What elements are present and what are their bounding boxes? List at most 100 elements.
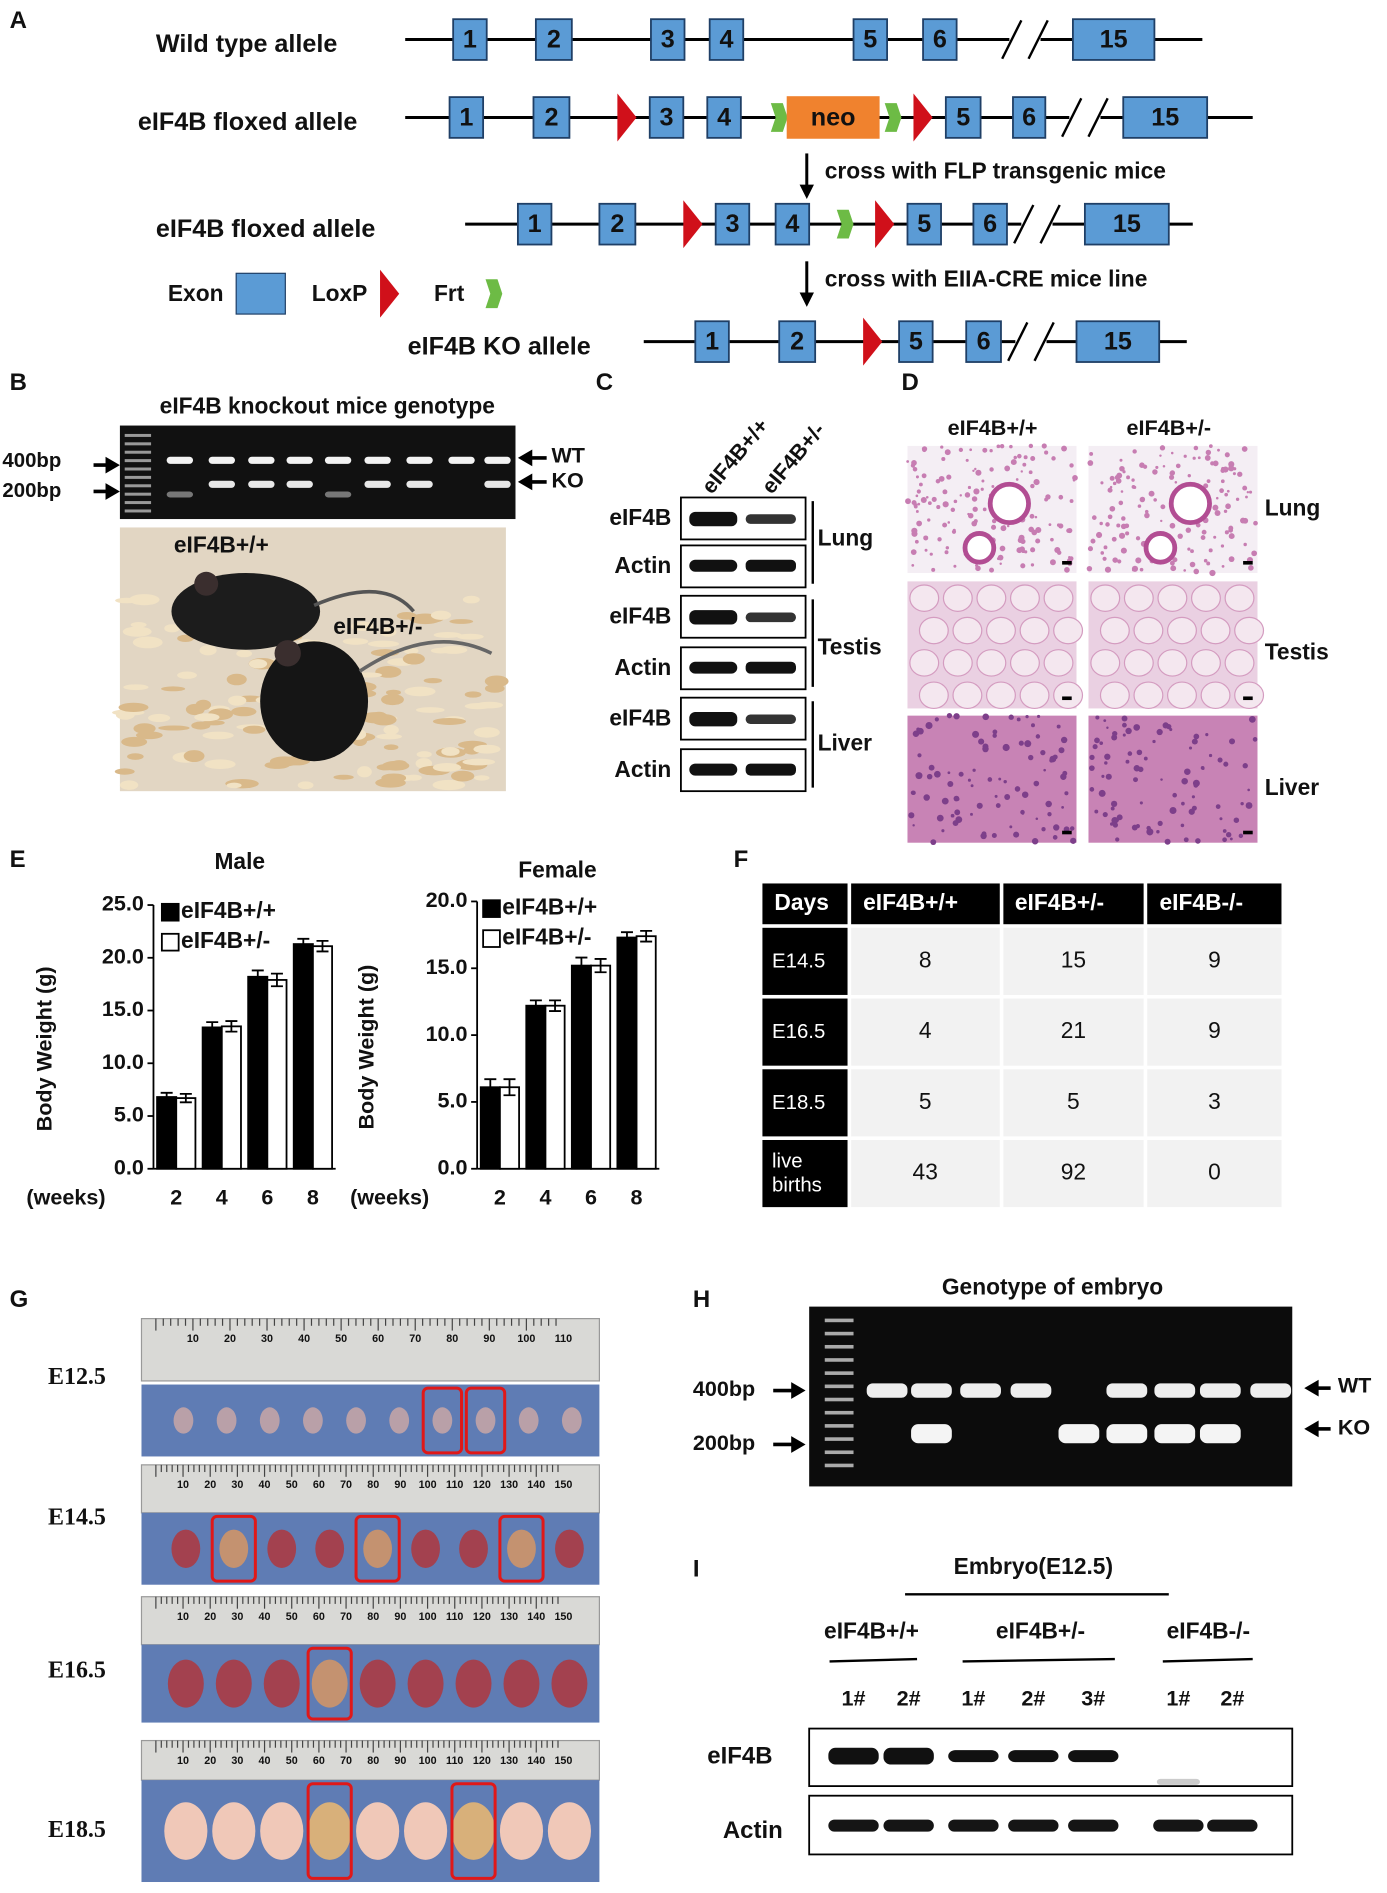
ruler-number: 100 [419,1755,437,1767]
tissue-dot [936,505,941,510]
band-label: KO [1338,1415,1370,1440]
tissue-dot [1135,557,1142,564]
tissue-dot [1100,551,1105,555]
legend-label: LoxP [312,280,368,306]
wood-chip [177,671,197,679]
exon-number: 2 [610,210,624,238]
group-line [1162,1657,1253,1663]
blot-band [1068,1819,1119,1832]
tissue-dot [965,458,969,462]
tissue-dot [1210,461,1215,466]
tissue-dot [1061,445,1067,452]
embryo [455,1659,492,1708]
error-bar [225,1020,238,1033]
exon-number: 5 [863,25,877,53]
ladder-band [124,442,152,446]
wood-chip [432,779,466,791]
error-bar [529,999,542,1012]
tissue-dot [1169,471,1173,476]
bar [479,1086,501,1170]
cell-dot [1002,743,1010,752]
ladder-band [124,459,152,463]
bar [635,935,657,1170]
tissue-dot [915,475,919,479]
cell-dot [1181,777,1188,785]
mouse-body [171,572,321,650]
tissue-dot [1104,566,1112,573]
tissue-dot [980,487,984,491]
tubule [1009,649,1040,677]
cell-dot [1248,716,1256,723]
bar [292,943,314,1170]
exon [944,96,982,139]
gel-band [1154,1424,1196,1444]
wood-chip [464,691,482,698]
break-gap [1069,112,1101,123]
cell-dot [1208,753,1213,758]
tissue-dot [1028,443,1034,449]
wood-chip [449,619,474,624]
ruler [140,1318,600,1382]
cell-dot [950,813,955,818]
x-tick-label: 4 [216,1184,228,1209]
panel-letter: H [693,1286,710,1313]
blot-band [1008,1819,1059,1832]
stage-label: E12.5 [48,1364,106,1390]
blot-band [1207,1819,1258,1832]
cell-dot [1116,814,1123,821]
y-tick-label: 0.0 [438,1154,468,1179]
blot-row-label: Actin [614,654,671,680]
highlight-box [498,1514,545,1583]
loxp-site [617,93,637,142]
tissue-dot [1200,535,1206,540]
tubule [1123,649,1154,677]
tissue-dot [941,456,946,462]
tissue-dot [1205,449,1212,456]
exon [898,320,934,363]
cell-dot [1103,719,1107,723]
tissue-dot [918,482,923,487]
ruler-number: 130 [500,1755,518,1767]
gel-band [1199,1383,1241,1398]
ruler-number: 110 [446,1755,463,1767]
tissue-dot [1212,504,1219,511]
wood-chip [269,756,300,767]
tissue-dot [991,485,995,488]
allele-label: eIF4B KO allele [408,332,591,360]
tissue-label: Lung [818,524,874,550]
wood-chip [191,721,211,730]
exon-number: 3 [725,210,739,238]
tissue-dot [1152,469,1158,475]
break-slash [1007,321,1029,362]
bar [590,964,612,1170]
wood-chip [164,624,180,633]
arrow-head [105,456,120,474]
cell-dot [1146,828,1154,836]
tissue-dot [1183,569,1187,572]
tissue-dot [1217,448,1220,452]
bar [156,1096,178,1170]
band-label: KO [551,468,583,493]
tissue-dot [917,502,921,506]
cell-dot [923,794,930,801]
y-tick-label: 15.0 [102,996,144,1021]
wood-chip [383,725,399,735]
ruler-number: 130 [500,1479,518,1491]
tissue-dot [1069,499,1074,503]
marker-label: 200bp [693,1430,755,1455]
cell-dot [1156,728,1163,736]
ruler-number: 130 [500,1611,518,1623]
cell-dot [992,733,997,738]
cell-dot [1222,837,1227,843]
airway [1143,531,1178,565]
cell-dot [1089,787,1095,792]
ruler-number: 30 [231,1479,243,1491]
ladder-band [824,1450,854,1455]
wood-chip [473,727,500,738]
tissue-dot [1126,475,1130,480]
tubule [1053,616,1084,645]
exon-number: 1 [459,103,473,131]
tissue-dot [1226,489,1230,493]
cell-dot [1172,792,1177,798]
cell-dot [1047,812,1052,817]
